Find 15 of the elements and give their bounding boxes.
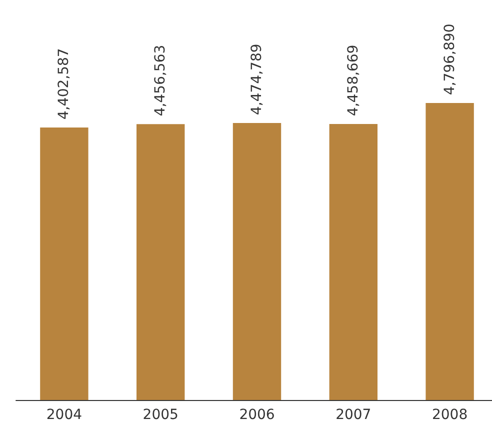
x-tick-label: 2006 xyxy=(239,407,275,423)
bar xyxy=(40,127,88,400)
x-tick-label: 2004 xyxy=(46,407,82,423)
bar xyxy=(136,124,185,400)
data-label: 4,458,669 xyxy=(345,44,362,116)
bar xyxy=(426,103,474,400)
data-label: 4,402,587 xyxy=(56,48,72,120)
bar xyxy=(232,122,282,400)
data-label: 4,796,890 xyxy=(442,24,458,96)
data-label: 4,456,563 xyxy=(152,44,169,116)
x-tick-label: 2005 xyxy=(142,407,178,423)
bar xyxy=(329,124,378,400)
data-label: 4,474,789 xyxy=(249,44,265,115)
x-tick-label: 2007 xyxy=(336,407,372,423)
x-tick-label: 2008 xyxy=(432,407,468,423)
